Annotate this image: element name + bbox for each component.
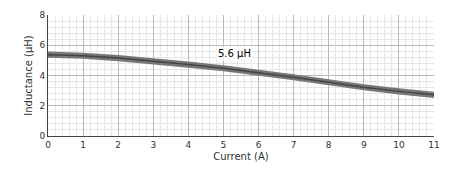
- svg-text:7: 7: [291, 140, 297, 150]
- svg-text:6: 6: [256, 140, 262, 150]
- svg-text:4: 4: [185, 140, 191, 150]
- svg-text:1: 1: [80, 140, 86, 150]
- svg-text:0: 0: [39, 131, 45, 141]
- svg-text:9: 9: [361, 140, 367, 150]
- svg-text:10: 10: [393, 140, 405, 150]
- svg-text:2: 2: [115, 140, 121, 150]
- svg-text:3: 3: [150, 140, 156, 150]
- svg-text:5: 5: [221, 140, 227, 150]
- svg-text:8: 8: [326, 140, 332, 150]
- svg-text:0: 0: [45, 140, 51, 150]
- svg-text:11: 11: [428, 140, 439, 150]
- svg-text:4: 4: [39, 71, 45, 81]
- svg-text:Current (A): Current (A): [213, 151, 268, 162]
- svg-text:5.6 μH: 5.6 μH: [218, 48, 251, 59]
- svg-text:6: 6: [39, 40, 45, 50]
- svg-text:8: 8: [39, 10, 45, 20]
- svg-text:2: 2: [39, 101, 45, 111]
- svg-text:Inductance (μH): Inductance (μH): [23, 35, 34, 115]
